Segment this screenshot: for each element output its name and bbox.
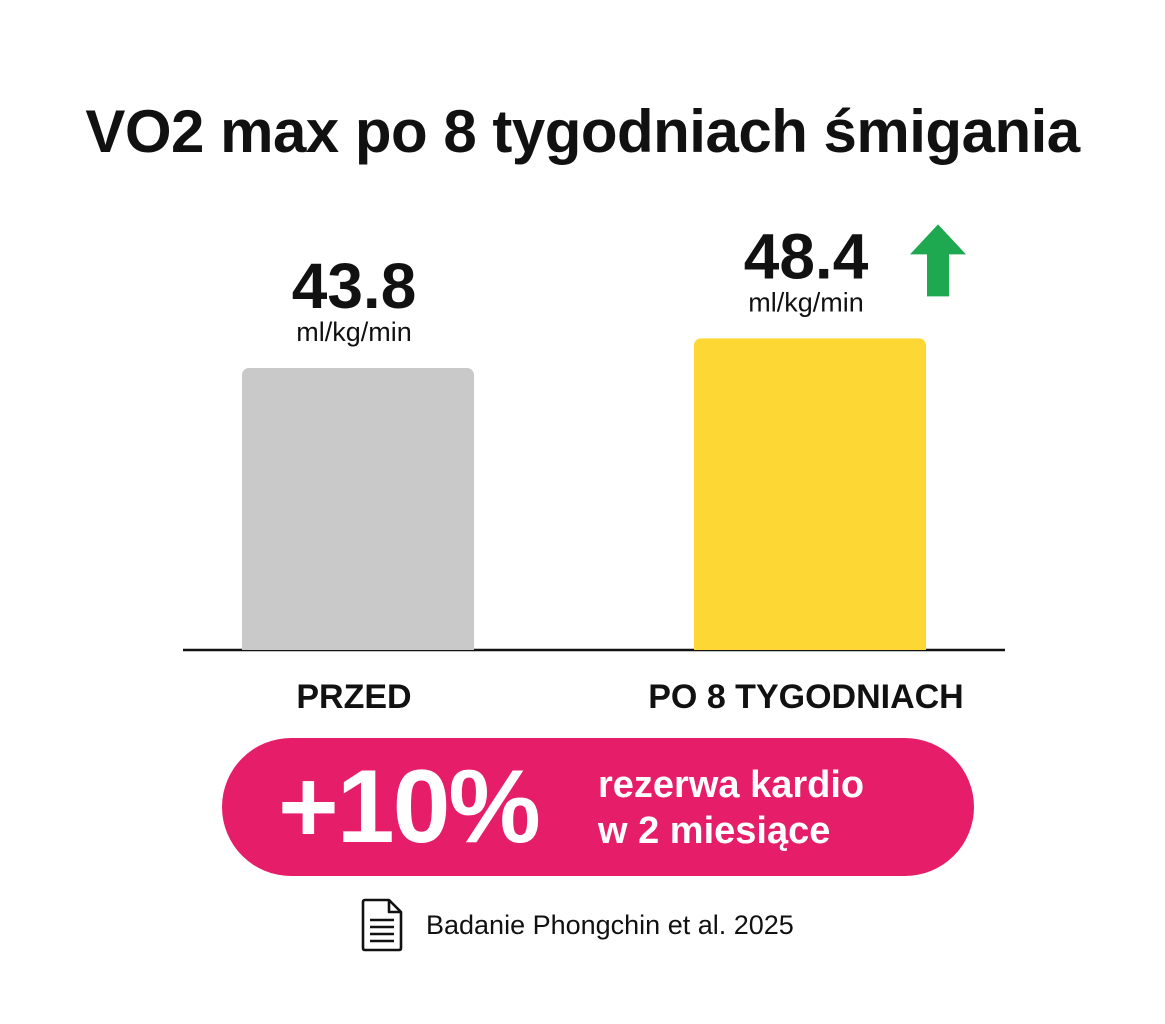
callout-percent: +10% [278, 749, 541, 865]
bar-przed [242, 368, 474, 650]
category-label: PO 8 TYGODNIACH [648, 678, 963, 716]
source-note: Badanie Phongchin et al. 2025 [360, 898, 794, 952]
document-icon [361, 898, 403, 952]
chart-title: VO2 max po 8 tygodniach śmigania [85, 98, 1080, 165]
summary-callout: +10% rezerwa kardio w 2 miesiące [222, 738, 974, 876]
value-label: 43.8 [292, 250, 417, 322]
callout-line-1: rezerwa kardio [598, 764, 865, 806]
unit-label: ml/kg/min [296, 317, 412, 347]
unit-label: ml/kg/min [748, 287, 864, 317]
bar-base-fill [242, 640, 474, 650]
callout-line-2: w 2 miesiące [598, 810, 831, 852]
source-text: Badanie Phongchin et al. 2025 [426, 909, 794, 940]
bar-base-fill [694, 640, 926, 650]
value-label: 48.4 [744, 220, 869, 292]
arrow-up-icon [910, 224, 966, 297]
category-label: PRZED [296, 678, 411, 716]
bar-po-8-tygodniach [694, 338, 926, 650]
